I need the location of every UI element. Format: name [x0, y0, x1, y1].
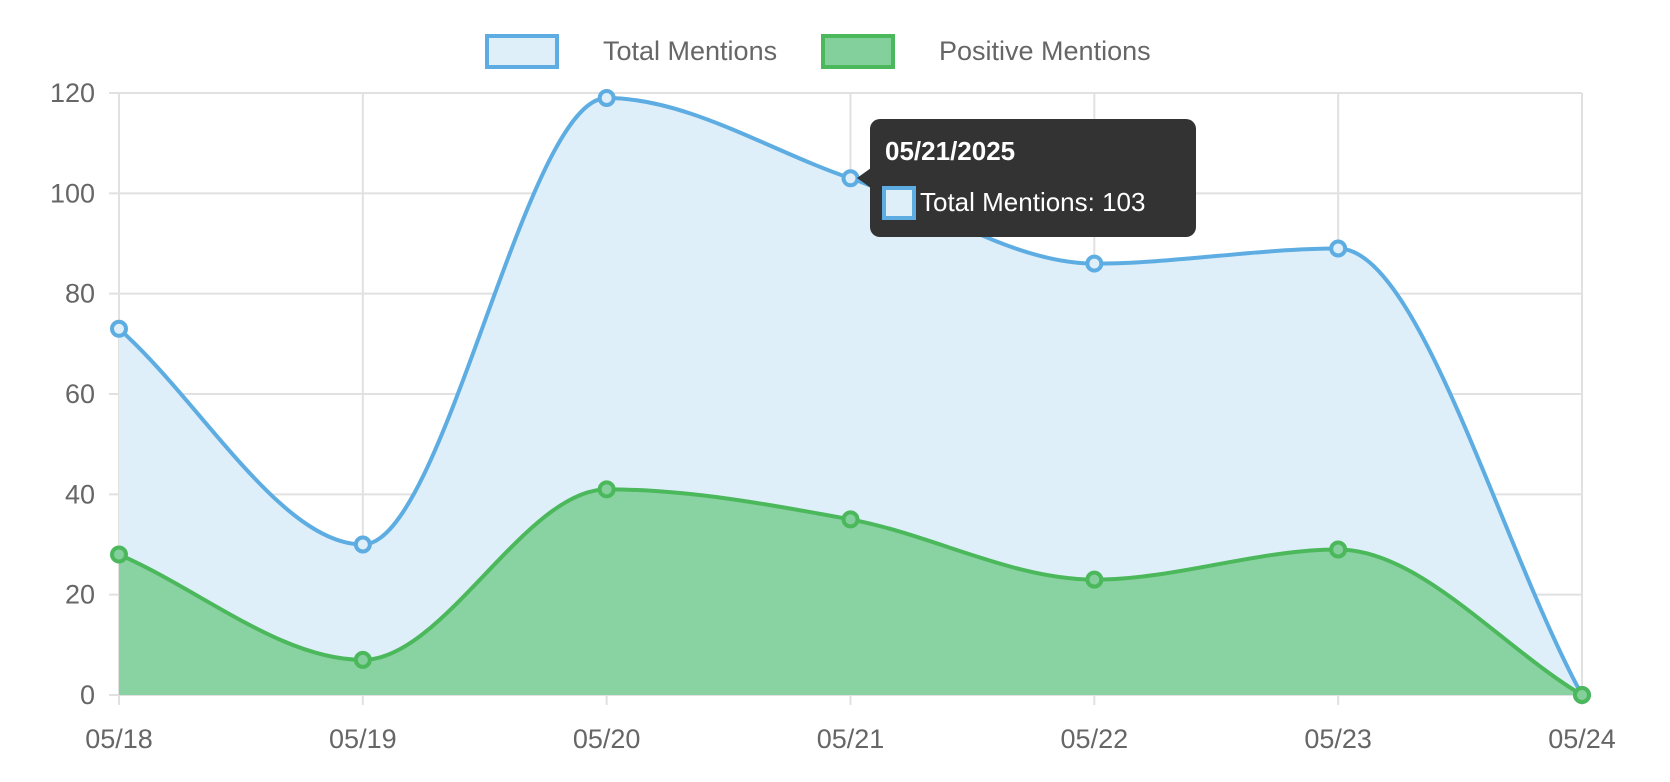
- x-tick-label: 05/20: [573, 724, 641, 754]
- point-total-mentions-05-22[interactable]: [1085, 254, 1104, 273]
- point-total-mentions-05-18[interactable]: [110, 319, 128, 338]
- y-tick-label: 120: [50, 78, 95, 108]
- point-positive-mentions-05-23[interactable]: [1329, 540, 1348, 559]
- legend-label-total-mentions[interactable]: Total Mentions: [603, 36, 777, 66]
- x-tick-label: 05/23: [1304, 724, 1372, 754]
- y-tick-label: 40: [65, 479, 95, 509]
- point-total-mentions-05-21[interactable]: [841, 169, 860, 188]
- area-positive-mentions: [119, 489, 1582, 695]
- point-total-mentions-05-19[interactable]: [353, 535, 372, 554]
- tooltip-label: Total Mentions: 103: [920, 187, 1145, 217]
- legend: Total Mentions Positive Mentions: [485, 34, 1151, 69]
- point-total-mentions-05-20[interactable]: [597, 89, 616, 108]
- legend-label-positive-mentions[interactable]: Positive Mentions: [939, 36, 1151, 66]
- point-positive-mentions-05-20[interactable]: [597, 480, 616, 499]
- area-total-mentions: [119, 98, 1582, 696]
- tooltip-title: 05/21/2025: [885, 136, 1015, 166]
- x-axis-ticks: 05/18 05/19 05/20 05/21 05/22 05/23 05/24: [85, 724, 1616, 754]
- data-points: [110, 89, 1591, 704]
- point-positive-mentions-05-19[interactable]: [353, 650, 372, 669]
- x-tick-label: 05/19: [329, 724, 397, 754]
- legend-swatch-positive-mentions[interactable]: [821, 34, 895, 69]
- y-axis-ticks: 0 20 40 60 80 100 120: [50, 78, 95, 710]
- y-tick-label: 0: [80, 680, 95, 710]
- tooltip-box: [870, 119, 1196, 237]
- y-tick-label: 100: [50, 178, 95, 208]
- x-tick-label: 05/24: [1548, 724, 1616, 754]
- point-positive-mentions-05-21[interactable]: [841, 510, 860, 529]
- point-positive-mentions-05-24[interactable]: [1573, 686, 1591, 704]
- y-tick-label: 80: [65, 279, 95, 309]
- y-tick-label: 60: [65, 379, 95, 409]
- x-tick-label: 05/22: [1061, 724, 1129, 754]
- tooltip: 05/21/2025 Total Mentions: 103: [857, 119, 1196, 237]
- point-positive-mentions-05-22[interactable]: [1085, 570, 1104, 589]
- area-fills: [119, 98, 1582, 696]
- tooltip-caret: [857, 168, 871, 188]
- point-total-mentions-05-23[interactable]: [1329, 239, 1348, 258]
- tooltip-swatch: [882, 186, 916, 220]
- legend-swatch-total-mentions[interactable]: [485, 34, 559, 69]
- y-tick-label: 20: [65, 580, 95, 610]
- point-positive-mentions-05-18[interactable]: [110, 545, 128, 564]
- x-tick-label: 05/18: [85, 724, 153, 754]
- x-tick-label: 05/21: [817, 724, 885, 754]
